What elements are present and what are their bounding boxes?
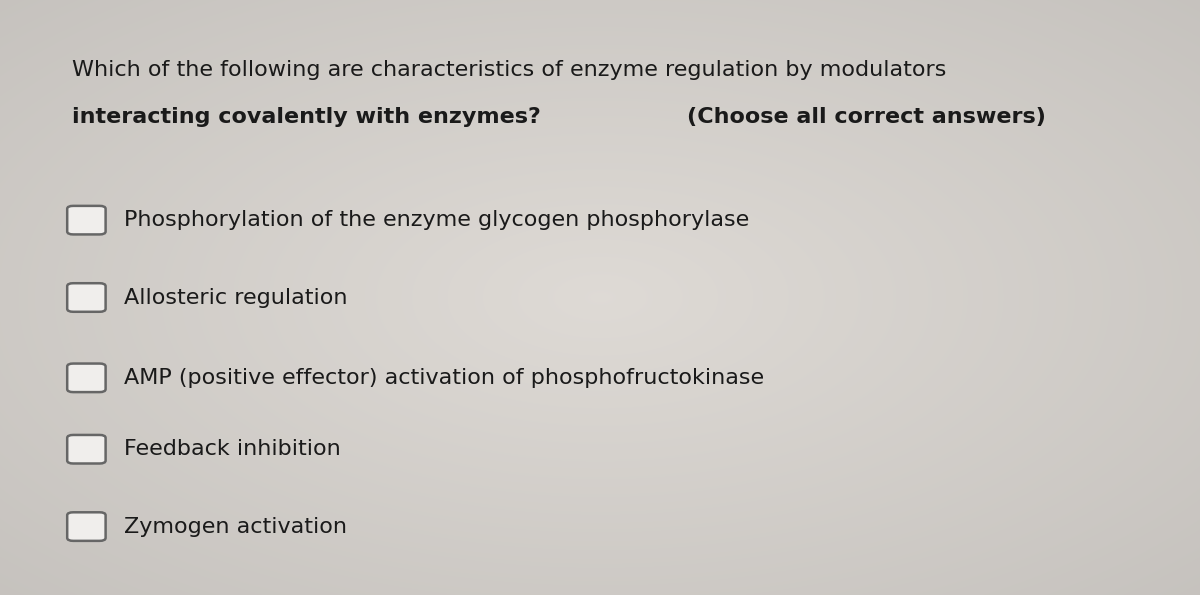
Text: Which of the following are characteristics of enzyme regulation by modulators: Which of the following are characteristi…: [72, 60, 947, 80]
Text: Zymogen activation: Zymogen activation: [124, 516, 347, 537]
Text: AMP (positive effector) activation of phosphofructokinase: AMP (positive effector) activation of ph…: [124, 368, 763, 388]
Text: Feedback inhibition: Feedback inhibition: [124, 439, 341, 459]
Text: (Choose all correct answers): (Choose all correct answers): [686, 107, 1046, 127]
FancyBboxPatch shape: [67, 512, 106, 541]
Text: interacting covalently with enzymes?: interacting covalently with enzymes?: [72, 107, 548, 127]
FancyBboxPatch shape: [67, 206, 106, 234]
FancyBboxPatch shape: [67, 435, 106, 464]
FancyBboxPatch shape: [67, 283, 106, 312]
Text: Allosteric regulation: Allosteric regulation: [124, 287, 347, 308]
FancyBboxPatch shape: [67, 364, 106, 392]
Text: Phosphorylation of the enzyme glycogen phosphorylase: Phosphorylation of the enzyme glycogen p…: [124, 210, 749, 230]
